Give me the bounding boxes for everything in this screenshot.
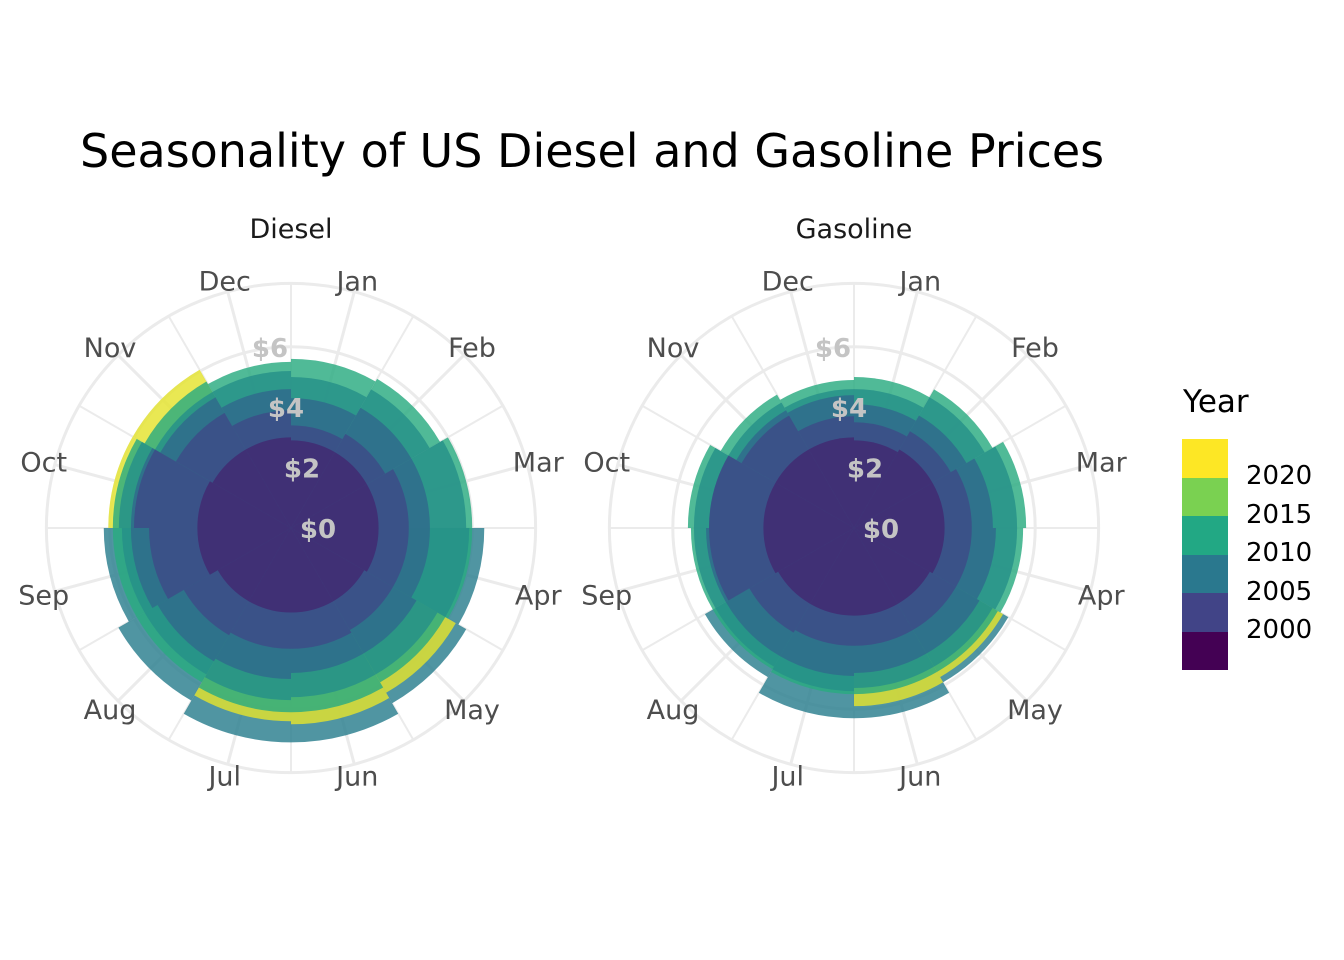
- radial-tick-label: $0: [863, 515, 899, 545]
- bar-gasoline-2000-jan: [854, 440, 898, 528]
- bar-diesel-2000-may: [291, 528, 365, 602]
- bar-diesel-2000-dec: [245, 437, 291, 528]
- panel-diesel: Jan Feb Mar Apr May Jun Jul Aug Sep Oct Nov Dec $0 $2…: [18, 214, 564, 792]
- radial-tick-label: $2: [284, 455, 320, 485]
- bar-diesel-2000-jan: [291, 440, 335, 528]
- month-label: Mar: [1076, 448, 1128, 479]
- month-label: Jul: [769, 761, 804, 792]
- bar-diesel-2000-aug: [217, 528, 291, 602]
- month-label: Dec: [199, 267, 251, 298]
- bar-gasoline-2000-may: [854, 528, 930, 604]
- bar-gasoline-2000-mar: [854, 482, 945, 528]
- bar-diesel-2000-oct: [197, 481, 291, 528]
- month-label: Dec: [762, 267, 814, 298]
- month-label: Sep: [18, 580, 69, 611]
- month-label: Jun: [897, 761, 941, 792]
- legend-swatch: [1182, 593, 1228, 632]
- panel-title: Diesel: [249, 214, 332, 245]
- month-label: Aug: [84, 695, 137, 726]
- month-label: Jan: [334, 267, 378, 298]
- radial-tick-label: $2: [847, 455, 883, 485]
- legend-swatch: [1182, 516, 1228, 555]
- month-label: Jan: [897, 267, 941, 298]
- month-label: May: [444, 695, 500, 726]
- month-label: Nov: [84, 333, 137, 364]
- month-label: Apr: [1078, 580, 1126, 611]
- bar-diesel-2000-mar: [291, 484, 379, 528]
- bar-gasoline-2000-oct: [763, 482, 854, 528]
- bar-diesel-2000-nov: [212, 449, 291, 528]
- legend-label: 2000: [1246, 615, 1313, 645]
- month-label: Jul: [206, 761, 241, 792]
- month-label: Nov: [647, 333, 700, 364]
- radial-tick-label: $6: [252, 334, 288, 364]
- legend-label: 2020: [1246, 461, 1313, 491]
- month-label: Feb: [1011, 333, 1059, 364]
- bar-gasoline-2000-aug: [778, 528, 854, 604]
- month-label: May: [1007, 695, 1063, 726]
- bar-gasoline-2000-sep: [763, 528, 854, 574]
- panel-title: Gasoline: [796, 214, 913, 245]
- bar-diesel-2000-apr: [291, 528, 379, 572]
- legend-swatch: [1182, 439, 1228, 478]
- bar-gasoline-2000-jul: [810, 528, 854, 616]
- bar-gasoline-2000-apr: [854, 528, 945, 574]
- legend-label: 2015: [1246, 499, 1313, 530]
- legend-label: 2005: [1246, 576, 1313, 607]
- radial-tick-label: $4: [831, 394, 867, 424]
- bar-gasoline-2000-jun: [854, 528, 898, 616]
- legend-swatch: [1182, 477, 1228, 516]
- legend-title: Year: [1183, 384, 1249, 420]
- bar-diesel-2000-jul: [248, 528, 291, 613]
- legend-swatch: [1182, 631, 1228, 670]
- bar-gasoline-2000-feb: [854, 449, 933, 528]
- month-label: Aug: [647, 695, 700, 726]
- legend-swatch: [1182, 554, 1228, 593]
- bar-diesel-2000-sep: [197, 528, 291, 575]
- bar-diesel-2000-jun: [291, 528, 334, 613]
- month-label: Feb: [448, 333, 496, 364]
- radial-tick-label: $4: [268, 394, 304, 424]
- month-label: Oct: [583, 448, 630, 479]
- bar-gasoline-2000-nov: [775, 449, 854, 528]
- bar-diesel-2000-feb: [291, 452, 367, 528]
- bar-gasoline-2000-dec: [808, 437, 854, 528]
- radial-tick-label: $6: [815, 334, 851, 364]
- month-label: Jun: [334, 761, 378, 792]
- month-label: Sep: [581, 580, 632, 611]
- radial-tick-label: $0: [300, 515, 336, 545]
- panel-gasoline: Jan Feb Mar Apr May Jun Jul Aug Sep Oct Nov Dec $0 $2…: [581, 214, 1127, 792]
- chart-title: Seasonality of US Diesel and Gasoline Pr…: [80, 124, 1105, 178]
- month-label: Oct: [20, 448, 67, 479]
- legend-label: 2010: [1246, 538, 1313, 568]
- month-label: Mar: [513, 448, 565, 479]
- month-label: Apr: [515, 580, 563, 611]
